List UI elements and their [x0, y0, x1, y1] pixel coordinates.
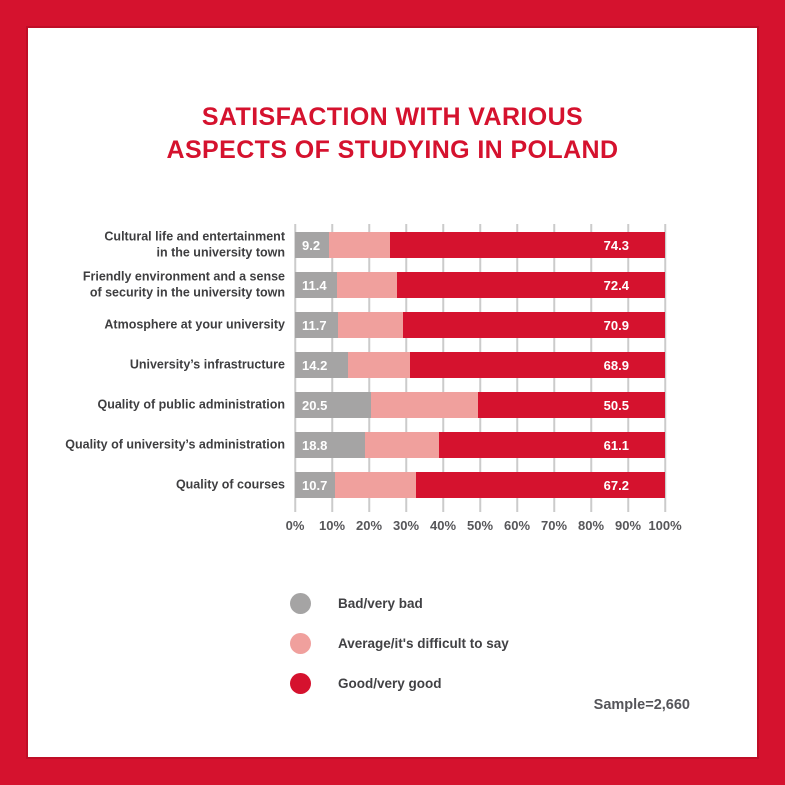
x-axis-tick-label: 10%	[318, 518, 346, 533]
bar-row: 20.5 50.5	[295, 392, 665, 418]
gridline-100	[664, 224, 666, 512]
bar-segment-bad: 18.8	[295, 432, 365, 458]
bar-segment-bad: 10.7	[295, 472, 335, 498]
legend-item: Average/it's difficult to say	[290, 632, 509, 654]
x-axis-tick-label: 100%	[648, 518, 682, 533]
bar-segment-average	[338, 312, 403, 338]
bar-segment-average	[337, 272, 398, 298]
legend-swatch-icon	[290, 632, 311, 654]
x-axis-tick-label: 90%	[614, 518, 642, 533]
bar-segment-bad: 14.2	[295, 352, 348, 378]
category-label: Friendly environment and a sense of secur…	[82, 269, 285, 300]
bar-row: 18.8 61.1	[295, 432, 665, 458]
category-label: University’s infrastructure	[129, 357, 285, 372]
bar-segment-bad: 20.5	[295, 392, 371, 418]
x-axis-tick-label: 40%	[429, 518, 457, 533]
legend-label: Bad/very bad	[338, 595, 423, 611]
sample-note: Sample=2,660	[593, 697, 690, 713]
bar-segment-good: 72.4	[397, 272, 665, 298]
bar-segment-average	[347, 352, 411, 378]
chart-title-line1: SATISFACTION WITH VARIOUS	[201, 103, 584, 131]
value-label-bad: 20.5	[302, 397, 328, 413]
value-label-bad: 14.2	[302, 357, 328, 373]
chart-legend: Bad/very bad Average/it's difficult to sa…	[290, 592, 509, 712]
bar-segment-average	[329, 232, 391, 258]
bar-row: 9.2 74.3	[295, 232, 665, 258]
bar-segment-good: 74.3	[390, 232, 665, 258]
bar-segment-bad: 9.2	[295, 232, 330, 258]
legend-label: Good/very good	[338, 675, 442, 691]
legend-label: Average/it's difficult to say	[338, 635, 509, 651]
value-label-bad: 10.7	[302, 477, 328, 493]
x-axis-tick-label: 60%	[503, 518, 531, 533]
category-label: Cultural life and entertainment in the un…	[104, 229, 285, 260]
x-axis-tick-label: 0%	[285, 518, 305, 533]
chart-title-line2: ASPECTS OF STUDYING IN POLAND	[166, 136, 619, 164]
legend-item: Bad/very bad	[290, 592, 509, 614]
legend-swatch-icon	[290, 592, 311, 614]
x-axis-tick-label: 30%	[392, 518, 420, 533]
value-label-bad: 11.4	[302, 277, 327, 293]
value-label-bad: 18.8	[302, 437, 328, 453]
value-label-good: 50.5	[603, 397, 629, 413]
plot-area: 0% 10% 20% 30% 40% 50% 60% 70% 80% 90% 100% 9.2 74.3…	[286, 222, 682, 533]
legend-swatch-icon	[290, 672, 311, 694]
x-axis-tick-label: 80%	[577, 518, 605, 533]
bar-row: 10.7 67.2	[295, 472, 665, 498]
category-label: Quality of university’s administration	[65, 437, 285, 452]
bar-segment-average	[370, 392, 479, 418]
bar-segment-average	[334, 472, 417, 498]
bar-segment-good: 68.9	[410, 352, 665, 378]
value-label-good: 67.2	[603, 477, 629, 493]
value-label-bad: 9.2	[302, 237, 321, 253]
x-axis-tick-label: 70%	[540, 518, 568, 533]
bar-segment-good: 50.5	[478, 392, 665, 418]
bar-segment-good: 61.1	[438, 432, 665, 458]
value-label-good: 72.4	[603, 277, 629, 293]
bar-row: 11.7 70.9	[295, 312, 665, 338]
bar-segment-average	[364, 432, 439, 458]
value-label-good: 61.1	[603, 437, 629, 453]
x-axis-tick-label: 20%	[355, 518, 383, 533]
bar-segment-good: 67.2	[416, 472, 665, 498]
chart-title: SATISFACTION WITH VARIOUS ASPECTS OF STU…	[0, 101, 785, 167]
bar-row: 14.2 68.9	[295, 352, 665, 378]
category-label: Quality of courses	[175, 477, 285, 492]
bar-segment-bad: 11.7	[295, 312, 339, 338]
value-label-good: 74.3	[603, 237, 629, 253]
value-label-good: 68.9	[603, 357, 629, 373]
bar-segment-bad: 11.4	[295, 272, 338, 298]
category-label: Atmosphere at your university	[104, 317, 285, 332]
value-label-bad: 11.7	[302, 317, 327, 333]
bar-row: 11.4 72.4	[295, 272, 665, 298]
value-label-good: 70.9	[603, 317, 629, 333]
x-axis-tick-label: 50%	[466, 518, 494, 533]
legend-item: Good/very good	[290, 672, 509, 694]
category-label: Quality of public administration	[97, 397, 285, 412]
bar-segment-good: 70.9	[402, 312, 665, 338]
